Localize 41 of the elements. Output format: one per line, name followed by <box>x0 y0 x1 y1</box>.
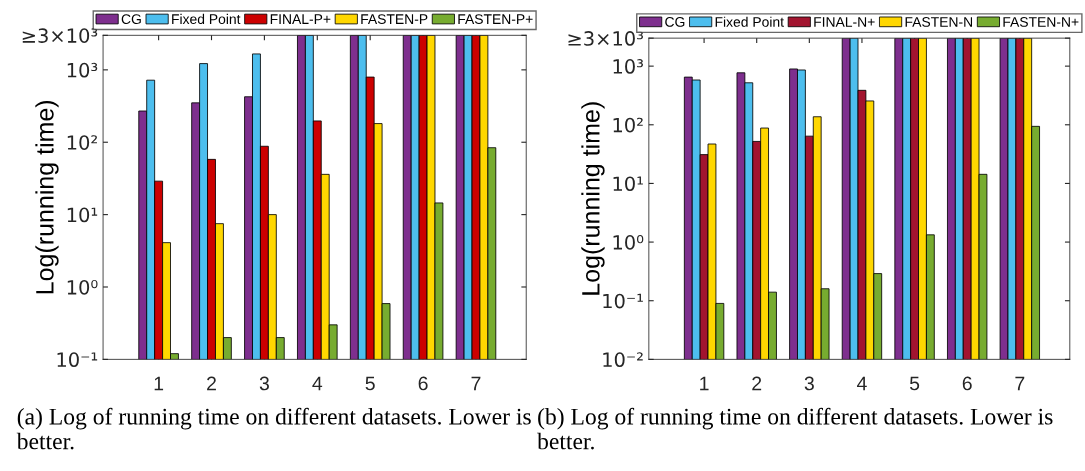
x-tick-label: 2 <box>752 376 762 391</box>
legend-label: FASTEN-N+ <box>1003 17 1079 27</box>
legend-label: FINAL-N+ <box>814 17 875 27</box>
x-tick-label: 2 <box>207 376 216 391</box>
y-tick-label: 10² <box>613 117 643 133</box>
legend-label: Fixed Point <box>172 13 241 25</box>
y-tick-label: 10⁻¹ <box>57 352 98 368</box>
x-tick-label: 5 <box>909 376 920 391</box>
x-tick-label: 5 <box>365 376 375 391</box>
y-tick-label: 10¹ <box>613 176 643 192</box>
x-tick-label: 3 <box>259 376 269 391</box>
y-tick-label: 10⁰ <box>67 279 98 295</box>
text: (a) Log of running time on different datasets. Lower is better. <box>16 407 531 450</box>
y-tick-label: 10⁻² <box>603 352 643 368</box>
text: (b) Log of running time on different datasets. Lower is better. <box>537 407 1053 450</box>
legend-label: CG <box>121 14 141 25</box>
legend-label: FASTEN-P <box>361 14 428 25</box>
x-tick-label: 3 <box>804 376 814 391</box>
x-tick-label: 1 <box>700 376 709 391</box>
legend-label: FASTEN-P+ <box>458 14 533 25</box>
legend-label: CG <box>665 17 685 27</box>
y-tick-label: 10⁻¹ <box>603 293 643 309</box>
y-tick-label: 10³ <box>613 59 643 74</box>
y-tick-label: ≥3×10³ <box>22 28 98 43</box>
legend-label: Fixed Point <box>715 16 784 27</box>
x-tick-label: 6 <box>418 376 428 391</box>
y-tick-label: 10⁰ <box>613 235 644 250</box>
y-tick-label: ≥3×10³ <box>568 31 643 46</box>
x-tick-label: 7 <box>471 376 481 391</box>
x-tick-label: 1 <box>154 376 164 391</box>
y-tick-label: 10³ <box>67 62 98 78</box>
y-tick-label: 10² <box>67 135 97 150</box>
x-tick-label: 7 <box>1015 376 1025 391</box>
legend-label: FINAL-P+ <box>270 14 331 24</box>
x-tick-label: 6 <box>962 376 972 391</box>
y-axis-title: Log(running time) <box>581 102 605 295</box>
legend-label: FASTEN-N <box>905 17 973 27</box>
y-axis-title: Log(running time) <box>35 100 59 294</box>
x-tick-label: 4 <box>312 376 323 391</box>
x-tick-label: 4 <box>856 376 867 391</box>
y-tick-label: 10¹ <box>67 207 98 223</box>
